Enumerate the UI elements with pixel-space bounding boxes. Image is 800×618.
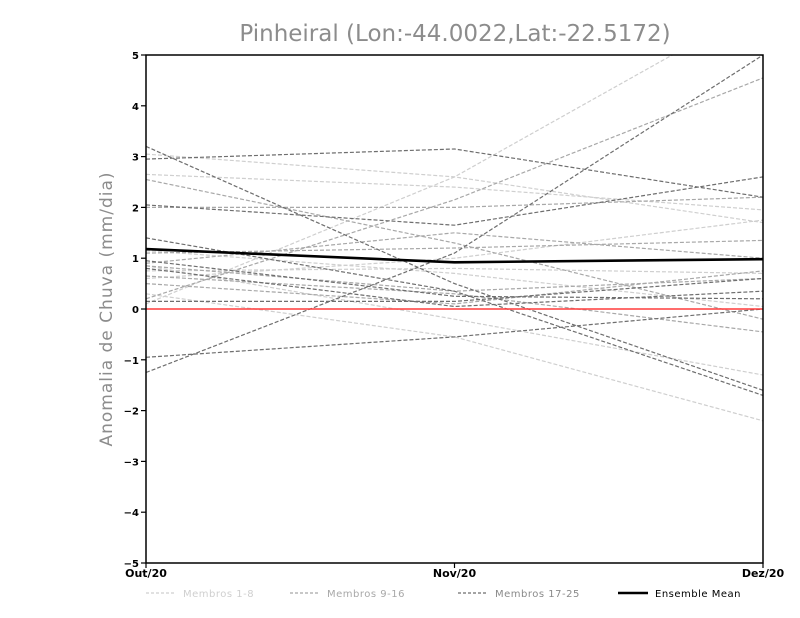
member-line-4 (146, 219, 763, 280)
member-line-20 (146, 145, 763, 391)
legend-label-group1: Membros 1-8 (183, 589, 254, 600)
member-line-12 (146, 178, 763, 320)
member-line-17 (146, 148, 763, 198)
member-line-9 (146, 77, 763, 300)
legend: Membros 1-8 Membros 9-16 Membros 17-25 Ense… (146, 589, 741, 600)
y-tick-label: 2 (132, 203, 139, 214)
member-line-19 (146, 176, 763, 226)
y-tick-label: 5 (132, 51, 139, 62)
y-tick-label: 4 (132, 102, 139, 113)
chart-title: Pinheiral (Lon:-44.0022,Lat:-22.5172) (239, 21, 670, 47)
member-line-25 (146, 267, 763, 308)
member-line-3 (146, 173, 763, 211)
x-axis-ticks: Out/20 Nov/20 Dez/20 (125, 563, 785, 580)
ensemble-mean-line (146, 247, 763, 264)
x-tick-label: Dez/20 (742, 567, 785, 580)
legend-label-group3: Membros 17-25 (495, 589, 580, 600)
member-line-5 (146, 265, 763, 376)
member-line-15 (146, 275, 763, 333)
member-line-2 (146, 55, 674, 305)
y-axis-label: Anomalia de Chuva (mm/dia) (97, 171, 117, 446)
member-line-6 (146, 293, 763, 422)
y-tick-label: 3 (132, 153, 139, 164)
member-line-18 (146, 55, 763, 374)
y-tick-label: −4 (124, 508, 139, 519)
member-line-21 (146, 308, 763, 358)
member-line-24 (146, 277, 763, 302)
legend-label-group2: Membros 9-16 (327, 589, 405, 600)
series-group (146, 55, 763, 422)
y-tick-label: −3 (124, 457, 139, 468)
member-line-14 (146, 239, 763, 254)
legend-label-mean: Ensemble Mean (655, 589, 741, 600)
y-tick-label: 1 (132, 254, 139, 265)
y-axis-ticks: −5 −4 −3 −2 −1 0 1 2 3 4 5 (124, 51, 146, 570)
y-tick-label: −1 (124, 356, 139, 367)
y-tick-label: −5 (124, 559, 139, 570)
member-line-8 (146, 250, 763, 308)
member-line-7 (146, 267, 763, 274)
x-tick-label: Out/20 (125, 567, 167, 580)
member-line-1 (146, 153, 763, 224)
member-line-22 (146, 237, 763, 396)
member-line-10 (146, 196, 763, 208)
y-tick-label: 0 (132, 305, 139, 316)
member-line-23 (146, 260, 763, 300)
y-tick-label: −2 (124, 407, 139, 418)
member-line-13 (146, 270, 763, 305)
x-tick-label: Nov/20 (433, 567, 477, 580)
